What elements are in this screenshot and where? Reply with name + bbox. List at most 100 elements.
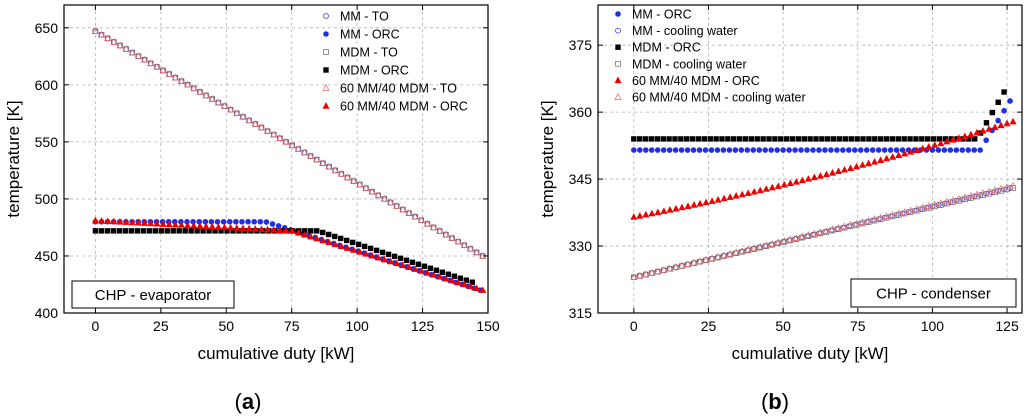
data-point bbox=[691, 260, 697, 266]
data-point bbox=[648, 136, 655, 142]
data-point bbox=[786, 235, 794, 243]
data-point bbox=[959, 147, 966, 153]
data-point bbox=[648, 147, 655, 153]
data-point bbox=[762, 241, 770, 249]
data-point bbox=[931, 200, 939, 208]
data-point bbox=[726, 250, 734, 257]
data-point bbox=[294, 229, 302, 236]
y-tick-label: 400 bbox=[35, 305, 59, 321]
data-point bbox=[774, 238, 782, 246]
data-point bbox=[725, 136, 731, 142]
data-point bbox=[294, 145, 302, 152]
data-point bbox=[104, 228, 111, 234]
data-point bbox=[257, 218, 264, 225]
data-point bbox=[170, 228, 176, 234]
data-point bbox=[774, 147, 780, 153]
y-tick-label: 450 bbox=[35, 248, 59, 264]
data-point bbox=[834, 223, 843, 231]
data-point bbox=[1009, 117, 1017, 125]
data-point bbox=[399, 261, 407, 269]
data-point bbox=[165, 220, 173, 228]
data-point bbox=[122, 228, 129, 234]
x-tick-label: 100 bbox=[345, 318, 369, 334]
data-point bbox=[883, 136, 890, 142]
data-point bbox=[991, 123, 999, 130]
data-point bbox=[630, 273, 638, 281]
legend-label: MM - ORC bbox=[632, 8, 692, 22]
x-tick-label: 75 bbox=[284, 318, 300, 334]
data-point bbox=[854, 136, 860, 142]
panel-label-a: (a) bbox=[235, 389, 262, 414]
data-point bbox=[182, 228, 188, 234]
data-point bbox=[813, 136, 819, 142]
data-point bbox=[399, 205, 407, 213]
data-point bbox=[421, 263, 428, 269]
data-point bbox=[684, 260, 692, 267]
data-point bbox=[666, 136, 672, 142]
data-point bbox=[701, 136, 708, 142]
data-point bbox=[386, 198, 395, 206]
data-point bbox=[732, 147, 739, 153]
legend-label: MM - TO bbox=[340, 10, 389, 24]
data-point bbox=[251, 218, 257, 225]
data-point bbox=[696, 199, 704, 207]
data-point bbox=[708, 254, 716, 262]
data-point bbox=[913, 205, 921, 212]
data-point bbox=[732, 248, 740, 256]
data-point bbox=[362, 184, 370, 191]
data-point bbox=[276, 134, 284, 141]
data-point bbox=[840, 222, 849, 230]
data-point bbox=[637, 136, 643, 142]
data-point bbox=[91, 216, 99, 224]
data-point bbox=[331, 240, 339, 248]
data-point bbox=[901, 207, 909, 215]
data-point bbox=[380, 255, 388, 263]
data-point bbox=[128, 218, 136, 226]
data-point bbox=[202, 222, 210, 230]
data-point bbox=[863, 147, 870, 153]
data-point bbox=[919, 144, 927, 152]
data-point bbox=[860, 136, 866, 142]
data-point bbox=[654, 208, 662, 216]
data-point bbox=[1007, 98, 1013, 104]
data-point bbox=[846, 147, 852, 153]
data-point bbox=[153, 219, 161, 227]
data-point bbox=[736, 136, 743, 142]
y-tick-label: 650 bbox=[35, 20, 59, 36]
data-point bbox=[953, 147, 960, 153]
data-point bbox=[842, 136, 849, 142]
data-point bbox=[415, 261, 422, 268]
data-point bbox=[226, 218, 233, 225]
data-point bbox=[925, 202, 933, 209]
y-tick-label: 550 bbox=[35, 134, 59, 150]
data-point bbox=[397, 255, 404, 262]
data-point bbox=[851, 147, 858, 153]
data-point bbox=[176, 228, 182, 234]
data-point bbox=[750, 244, 758, 251]
data-point bbox=[748, 136, 755, 142]
data-point bbox=[828, 169, 836, 176]
data-point bbox=[816, 172, 824, 179]
data-point bbox=[822, 170, 830, 178]
x-axis-label: cumulative duty [kW] bbox=[732, 344, 889, 363]
data-point bbox=[936, 136, 943, 142]
data-point bbox=[288, 227, 296, 234]
data-point bbox=[660, 136, 666, 142]
data-point bbox=[708, 147, 715, 153]
data-point bbox=[460, 280, 468, 288]
data-point bbox=[997, 184, 1005, 192]
data-point bbox=[196, 222, 204, 229]
data-point bbox=[233, 218, 239, 225]
data-point bbox=[830, 136, 837, 142]
data-point bbox=[772, 136, 778, 142]
data-point bbox=[756, 186, 764, 194]
data-point bbox=[325, 238, 333, 246]
legend-label: 60 MM/40 MDM - cooling water bbox=[632, 91, 806, 105]
data-point bbox=[991, 186, 999, 193]
legend-marker bbox=[615, 27, 621, 34]
data-point bbox=[871, 158, 879, 165]
y-axis-label: temperature [K] bbox=[538, 100, 557, 217]
data-point bbox=[320, 229, 326, 236]
data-point bbox=[768, 239, 776, 247]
data-point bbox=[893, 147, 900, 153]
